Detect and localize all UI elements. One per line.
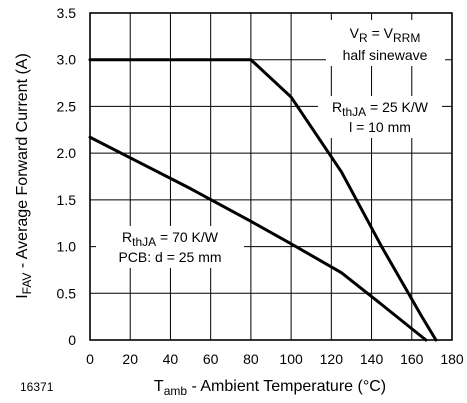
x-tick-label: 80 xyxy=(243,351,259,367)
y-tick-label: 1.0 xyxy=(57,239,77,255)
x-tick-label: 0 xyxy=(86,351,94,367)
annotation-bg-lower-left xyxy=(96,226,244,268)
y-tick-labels: 0 0.5 1.0 1.5 2.0 2.5 3.0 3.5 xyxy=(57,5,77,348)
annotation-top-right-line1: VR = VRRM xyxy=(350,25,421,45)
x-tick-label: 140 xyxy=(360,351,384,367)
annotation-bg-top-right xyxy=(326,20,445,66)
y-axis-label: IFAV - Average Forward Current (A) xyxy=(14,53,34,299)
y-tick-label: 3.0 xyxy=(57,52,77,68)
series-line-2 xyxy=(88,135,428,342)
annotation-top-right-line2: half sinewave xyxy=(343,47,428,63)
x-tick-label: 160 xyxy=(400,351,424,367)
annotation-lower-left-line2: PCB: d = 25 mm xyxy=(118,249,221,265)
plot-frame xyxy=(89,12,453,341)
x-tick-label: 180 xyxy=(440,351,464,367)
series-line-1 xyxy=(88,58,438,342)
x-tick-label: 20 xyxy=(122,351,138,367)
x-tick-label: 60 xyxy=(203,351,219,367)
series-group xyxy=(88,58,438,342)
y-tick-label: 2.5 xyxy=(57,98,77,114)
figure-number: 16371 xyxy=(20,380,54,394)
y-tick-label: 0.5 xyxy=(57,285,77,301)
x-tick-label: 100 xyxy=(279,351,303,367)
annotation-mid-right-line2: l = 10 mm xyxy=(349,119,411,135)
y-tick-label: 2.0 xyxy=(57,145,77,161)
x-tick-label: 40 xyxy=(163,351,179,367)
x-tick-labels: 0 20 40 60 80 100 120 140 160 180 xyxy=(86,351,464,367)
annotation-lower-left-line1: RthJA = 70 K/W xyxy=(122,229,219,249)
y-tick-label: 0 xyxy=(68,332,76,348)
annotation-bg-mid-right xyxy=(318,96,442,138)
x-axis-label: Tamb - Ambient Temperature (°C) xyxy=(154,378,386,398)
y-tick-label: 3.5 xyxy=(57,5,77,21)
annotation-mid-right-line1: RthJA = 25 K/W xyxy=(332,99,429,119)
x-tick-label: 120 xyxy=(320,351,344,367)
y-tick-label: 1.5 xyxy=(57,192,77,208)
